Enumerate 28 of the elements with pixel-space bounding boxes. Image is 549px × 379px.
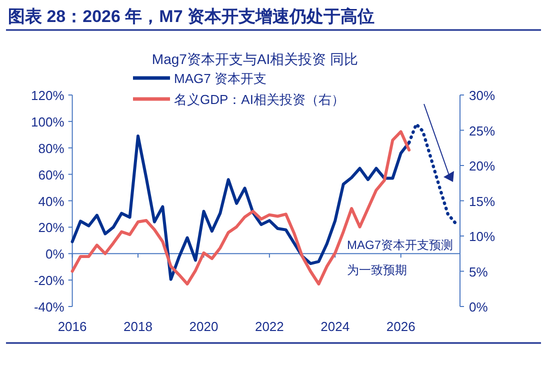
annotation: MAG7资本开支预测: [347, 238, 454, 252]
y-tick-label: 80%: [38, 140, 65, 156]
x-tick-label: 2016: [58, 319, 87, 334]
y-tick-label: 120%: [31, 88, 65, 103]
y2-tick-label: 5%: [469, 264, 488, 280]
legend-label: MAG7 资本开支: [174, 71, 266, 86]
legend-label: 名义GDP：AI相关投资（右）: [174, 92, 344, 107]
y-tick-label: 100%: [31, 114, 65, 130]
chart-title: 图表 28：2026 年，M7 资本开支增速仍处于高位: [8, 7, 375, 26]
y2-tick-label: 15%: [469, 194, 496, 209]
y-tick-label: 20%: [38, 220, 65, 236]
y2-tick-label: 20%: [469, 158, 496, 174]
x-tick-label: 2020: [189, 319, 218, 334]
y2-tick-label: 30%: [469, 88, 496, 103]
x-tick-label: 2026: [386, 319, 416, 334]
y-tick-label: -20%: [34, 273, 65, 288]
chart-subtitle: Mag7资本开支与AI相关投资 同比: [152, 51, 358, 67]
x-tick-label: 2024: [320, 319, 350, 334]
y-tick-label: 0%: [46, 246, 65, 262]
annotation: 为一致预期: [347, 263, 407, 277]
y2-tick-label: 0%: [469, 300, 488, 314]
y2-tick-label: 10%: [469, 229, 496, 244]
y2-tick-label: 25%: [469, 123, 496, 138]
x-tick-label: 2022: [254, 319, 284, 334]
y-tick-label: 40%: [38, 194, 65, 209]
y-tick-label: 60%: [38, 167, 65, 182]
y-tick-label: -40%: [34, 300, 65, 314]
x-tick-label: 2018: [124, 319, 152, 334]
